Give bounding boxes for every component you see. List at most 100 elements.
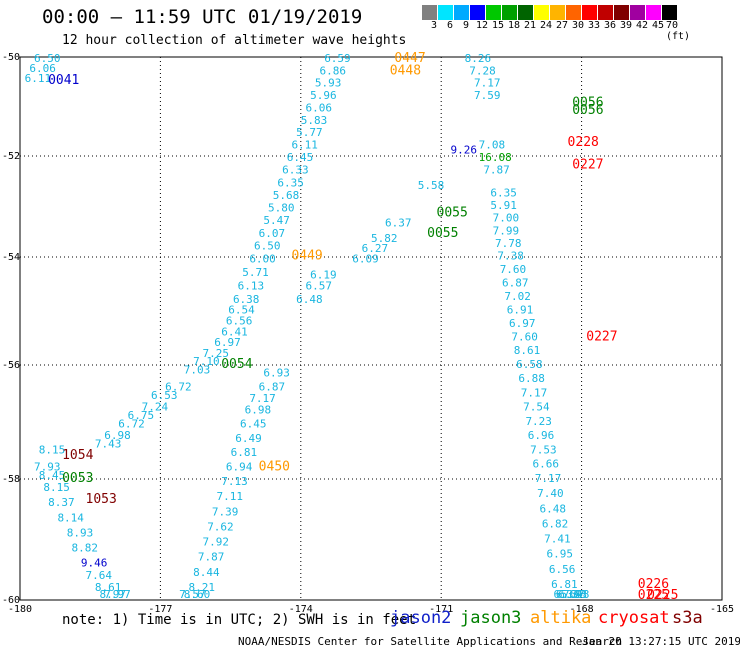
color-scale-label: 3 — [430, 20, 438, 31]
swh-label: 6.97 — [214, 336, 241, 349]
legend-altika: altika — [530, 608, 592, 628]
color-scale-swatch — [662, 5, 678, 20]
swh-label: 8.82 — [71, 542, 98, 555]
color-scale-swatch — [550, 5, 566, 20]
color-scale-label: 24 — [539, 20, 553, 31]
swh-label: 6.93 — [263, 366, 290, 379]
chart-title: 00:00 – 11:59 UTC 01/19/2019 — [42, 6, 363, 28]
footer-timestamp: Jan 20 13:27:15 UTC 2019 — [582, 635, 740, 648]
pass-time-label: 1054 — [62, 448, 93, 463]
pass-time-label: 0449 — [291, 249, 322, 264]
swh-label: 7.03 — [184, 364, 211, 377]
swh-label: 7.48 — [563, 588, 590, 601]
chart-note: note: 1) Time is in UTC; 2) SWH is in fe… — [62, 612, 417, 628]
swh-label: 6.37 — [385, 217, 412, 230]
swh-label: 5.77 — [296, 126, 323, 139]
swh-label: 8.15 — [39, 443, 66, 456]
swh-label: 7.02 — [504, 290, 531, 303]
x-tick-label: -165 — [710, 604, 734, 615]
swh-label: 7.53 — [530, 443, 557, 456]
swh-label: 8.26 — [465, 52, 492, 65]
swh-label: 6.72 — [118, 418, 145, 431]
x-tick-label: -174 — [289, 604, 313, 615]
swh-label: 7.28 — [469, 64, 496, 77]
pass-time-label: 0227 — [586, 330, 617, 345]
swh-label: 6.00 — [249, 252, 276, 265]
x-tick-label: -177 — [148, 604, 172, 615]
swh-label: 6.95 — [547, 548, 574, 561]
swh-label: 6.97 — [509, 317, 536, 330]
swh-label: 8.44 — [193, 566, 220, 579]
swh-label: 7.59 — [474, 89, 501, 102]
legend-jason2: jason2 — [390, 608, 452, 628]
swh-label: 6.81 — [231, 446, 258, 459]
swh-label: 8.60 — [184, 588, 211, 601]
pass-time-label: 0226 — [638, 577, 669, 592]
swh-label: 8.61 — [95, 581, 122, 594]
swh-label: 6.50 — [34, 52, 61, 65]
y-tick-label: -60 — [2, 595, 20, 606]
swh-label: 6.41 — [221, 325, 248, 338]
color-scale-swatch — [470, 5, 486, 20]
pass-time-label: 0447 — [394, 51, 425, 66]
color-scale-label: 6 — [446, 20, 454, 31]
swh-label: 5.83 — [301, 114, 328, 127]
y-tick-label: -56 — [2, 360, 20, 371]
pass-time-label: 0225 — [647, 588, 678, 603]
swh-label: 5.82 — [371, 232, 398, 245]
swh-label: 6.86 — [320, 64, 347, 77]
swh-label: 6.06 — [29, 62, 56, 75]
swh-label: 7.60 — [511, 331, 538, 344]
swh-label: 5.93 — [561, 588, 588, 601]
swh-label: 8.37 — [48, 496, 75, 509]
swh-label: 5.47 — [263, 214, 290, 227]
swh-label: 8.15 — [43, 481, 70, 494]
color-scale-label: 42 — [635, 20, 649, 31]
swh-label: 6.54 — [228, 304, 255, 317]
swh-label: 7.24 — [142, 401, 169, 414]
color-scale-swatch — [422, 5, 438, 20]
pass-time-label: 0056 — [572, 103, 603, 118]
color-scale-swatch — [582, 5, 598, 20]
swh-label: 7.43 — [95, 438, 122, 451]
pass-time-label: 0041 — [48, 73, 79, 88]
chart-subtitle: 12 hour collection of altimeter wave hei… — [62, 33, 407, 48]
swh-label: 6.06 — [305, 101, 332, 114]
swh-label: 5.93 — [315, 77, 342, 90]
swh-label: 7.25 — [203, 347, 230, 360]
swh-label: 7.97 — [104, 588, 130, 601]
color-scale-swatch — [438, 5, 454, 20]
swh-label: 8.61 — [514, 344, 541, 357]
color-scale — [422, 5, 678, 20]
color-scale-swatch — [502, 5, 518, 20]
pass-time-label: 0448 — [390, 63, 421, 78]
swh-label: 7.17 — [535, 472, 562, 485]
legend-jason3: jason3 — [460, 608, 522, 628]
swh-label: 9.26 — [451, 144, 478, 157]
swh-label: 16.08 — [479, 151, 512, 164]
swh-label: 6.94 — [226, 460, 253, 473]
swh-label: 6.38 — [233, 293, 260, 306]
color-scale-swatch — [630, 5, 646, 20]
swh-label: 7.78 — [495, 237, 522, 250]
swh-label: 7.13 — [221, 475, 248, 488]
swh-label: 5.58 — [418, 179, 445, 192]
color-scale-swatch — [454, 5, 470, 20]
x-tick-label: -180 — [8, 604, 32, 615]
swh-label: 6.96 — [528, 429, 555, 442]
color-scale-swatch — [598, 5, 614, 20]
pass-time-label: 0450 — [259, 459, 290, 474]
swh-label: 6.19 — [310, 269, 337, 282]
swh-label: 6.91 — [507, 304, 533, 317]
color-scale-swatch — [614, 5, 630, 20]
swh-label: 6.72 — [165, 381, 192, 394]
color-scale-label: 70 (ft) — [666, 20, 691, 42]
swh-label: 6.11 — [291, 139, 318, 152]
legend-cryosat: cryosat — [598, 608, 670, 628]
x-tick-label: -168 — [570, 604, 594, 615]
swh-label: 7.92 — [203, 536, 230, 549]
color-scale-label: 21 — [523, 20, 537, 31]
swh-label: 6.35 — [277, 176, 304, 189]
swh-label: 7.17 — [474, 77, 501, 90]
